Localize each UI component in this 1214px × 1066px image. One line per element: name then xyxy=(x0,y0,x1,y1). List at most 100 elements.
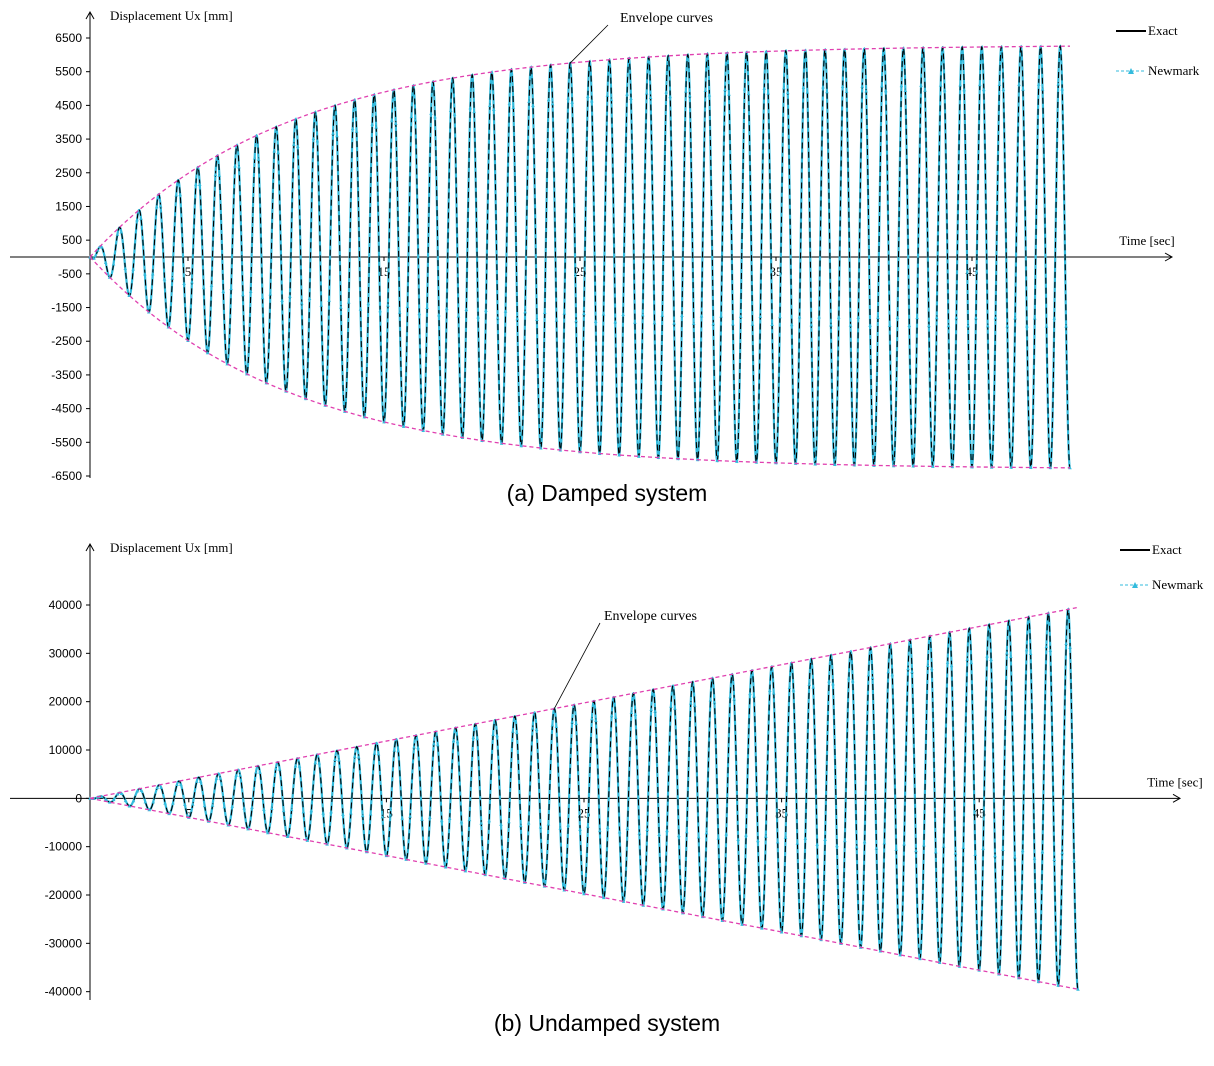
newmark-marker xyxy=(268,292,273,296)
newmark-marker xyxy=(723,87,727,92)
y-tick-label: 30000 xyxy=(49,646,83,660)
newmark-marker xyxy=(954,316,959,320)
newmark-marker xyxy=(677,833,681,838)
newmark-marker xyxy=(248,289,253,293)
newmark-marker xyxy=(927,323,931,328)
newmark-marker xyxy=(1032,316,1037,320)
newmark-marker xyxy=(143,272,147,276)
newmark-marker xyxy=(915,315,919,320)
newmark-marker xyxy=(766,91,770,95)
newmark-marker xyxy=(346,300,351,304)
newmark-marker xyxy=(479,821,484,825)
x-tick-label: 45 xyxy=(973,805,986,820)
newmark-marker xyxy=(684,829,689,834)
newmark-marker xyxy=(854,845,859,849)
newmark-marker xyxy=(827,679,831,683)
newmark-marker xyxy=(574,721,578,725)
newmark-marker xyxy=(691,321,696,325)
x-tick-label: 35 xyxy=(770,264,783,279)
newmark-marker xyxy=(269,806,274,811)
newmark-marker xyxy=(1052,857,1057,861)
annotation-envelope-curves: Envelope curves xyxy=(604,609,697,624)
newmark-marker xyxy=(934,315,939,320)
newmark-marker xyxy=(354,129,359,133)
newmark-marker xyxy=(840,84,845,89)
newmark-marker xyxy=(985,324,990,328)
newmark-marker xyxy=(969,660,974,665)
newmark-marker xyxy=(372,751,377,755)
newmark-marker xyxy=(554,724,559,729)
newmark-marker xyxy=(443,865,448,869)
newmark-marker xyxy=(919,83,923,87)
newmark-marker xyxy=(150,272,155,276)
newmark-marker xyxy=(586,824,590,828)
newmark-marker xyxy=(613,320,618,324)
newmark-marker xyxy=(401,424,406,428)
newmark-marker xyxy=(846,676,851,680)
newmark-marker xyxy=(299,301,304,305)
newmark-marker xyxy=(993,316,998,320)
newmark-marker xyxy=(281,808,286,813)
newmark-marker xyxy=(99,245,104,249)
newmark-marker xyxy=(708,698,713,702)
newmark-marker xyxy=(732,697,736,701)
newmark-marker xyxy=(519,443,523,448)
newmark-marker xyxy=(417,311,422,316)
newmark-marker xyxy=(250,805,254,809)
newmark-marker xyxy=(785,90,790,95)
newmark-marker xyxy=(285,834,290,839)
newmark-marker xyxy=(699,314,704,318)
newmark-marker xyxy=(1001,87,1006,91)
newmark-marker xyxy=(1032,856,1037,860)
y-tick-label: -2500 xyxy=(51,334,82,348)
newmark-marker xyxy=(763,834,768,838)
newmark-marker xyxy=(609,97,614,102)
newmark-marker xyxy=(546,97,551,102)
newmark-marker xyxy=(629,96,633,101)
newmark-marker xyxy=(578,827,582,831)
legend-label-newmark: Newmark xyxy=(1148,63,1200,78)
newmark-marker xyxy=(652,320,657,325)
newmark-marker xyxy=(221,289,226,293)
newmark-marker xyxy=(1064,324,1068,328)
newmark-marker xyxy=(546,822,551,826)
newmark-marker xyxy=(119,230,124,234)
newmark-marker xyxy=(392,748,397,752)
y-tick-label: -3500 xyxy=(51,368,82,382)
newmark-marker xyxy=(111,797,116,802)
newmark-marker xyxy=(914,848,918,853)
newmark-marker xyxy=(910,669,914,674)
newmark-marker xyxy=(633,712,638,716)
newmark-marker xyxy=(416,746,420,750)
newmark-marker xyxy=(562,311,567,315)
newmark-marker xyxy=(821,85,825,89)
newmark-marker xyxy=(965,657,970,661)
newmark-marker xyxy=(605,93,610,97)
newmark-marker xyxy=(918,956,922,961)
newmark-marker xyxy=(570,100,574,104)
newmark-marker xyxy=(321,811,325,815)
newmark-marker xyxy=(997,82,1002,86)
newmark-marker xyxy=(242,806,246,810)
newmark-marker xyxy=(629,710,634,714)
newmark-marker xyxy=(386,303,390,307)
newmark-marker xyxy=(349,811,353,815)
newmark-marker xyxy=(1052,316,1057,320)
newmark-marker xyxy=(139,788,144,792)
newmark-marker xyxy=(388,813,393,817)
newmark-marker xyxy=(1044,324,1049,328)
newmark-marker xyxy=(637,831,642,835)
newmark-marker xyxy=(941,844,946,848)
newmark-marker xyxy=(882,841,887,845)
newmark-marker xyxy=(831,682,835,686)
newmark-marker xyxy=(609,713,614,718)
newmark-marker xyxy=(1068,645,1072,649)
newmark-marker xyxy=(801,85,806,89)
newmark-marker xyxy=(115,792,120,796)
newmark-marker xyxy=(692,703,697,707)
newmark-marker xyxy=(895,315,900,320)
newmark-marker xyxy=(803,836,808,840)
newmark-marker xyxy=(305,838,310,842)
newmark-marker xyxy=(119,791,124,795)
newmark-marker xyxy=(476,315,480,319)
